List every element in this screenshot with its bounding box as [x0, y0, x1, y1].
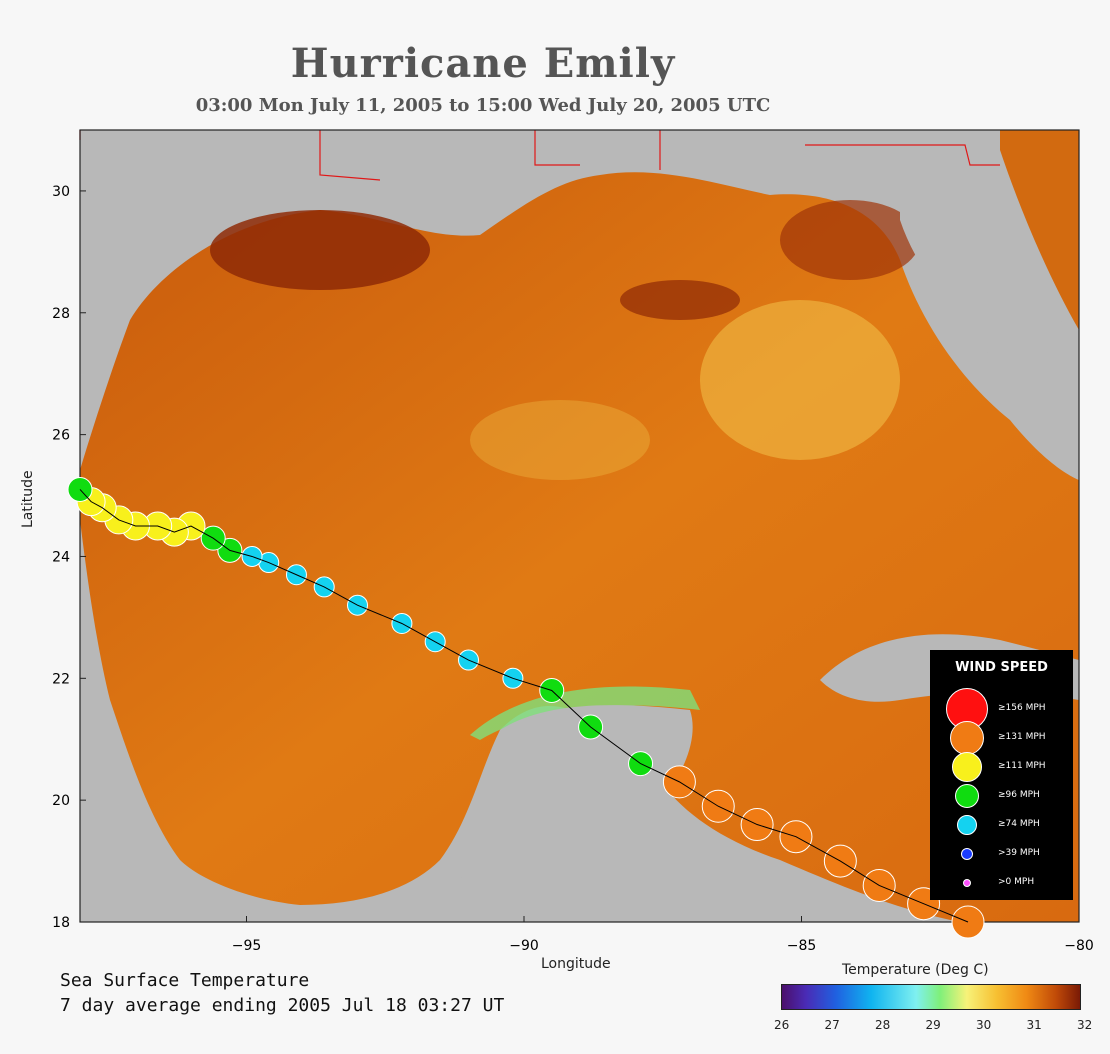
lat-tick-label: 30 [52, 184, 70, 200]
colorbar-tick: 31 [1026, 1018, 1042, 1032]
ocean-atlantic [1000, 130, 1079, 330]
legend-title: WIND SPEED [955, 660, 1048, 675]
legend-dot [957, 815, 977, 835]
colorbar-tick: 32 [1077, 1018, 1093, 1032]
note-line-1: Sea Surface Temperature [60, 970, 310, 991]
legend-item: ≥156 MPH [930, 688, 1073, 730]
track-line [79, 489, 969, 923]
colorbar-tick: 27 [824, 1018, 840, 1032]
lon-tick-label: −85 [787, 938, 817, 954]
storm-track [67, 476, 985, 939]
lat-tick-label: 22 [52, 671, 70, 687]
hot-zone-texas [210, 210, 430, 290]
lon-tick-label: −80 [1064, 938, 1094, 954]
legend-label: >0 MPH [998, 877, 1035, 887]
cool-zone-mid [470, 400, 650, 480]
legend-item: ≥131 MPH [930, 721, 1073, 755]
legend-label: ≥74 MPH [998, 819, 1040, 829]
lat-tick-label: 28 [52, 306, 70, 322]
x-axis-label: Longitude [541, 956, 611, 972]
land-florida [900, 150, 1079, 470]
legend-dot [950, 721, 984, 755]
note-line-2: 7 day average ending 2005 Jul 18 03:27 U… [60, 995, 505, 1016]
lon-tick-label: −95 [232, 938, 262, 954]
plot-frame [79, 129, 1080, 923]
lat-tick-label: 18 [52, 915, 70, 931]
chart-title: Hurricane Emily [290, 40, 676, 87]
lat-tick-label: 24 [52, 549, 70, 565]
hot-zone-central [620, 280, 740, 320]
legend-item: >0 MPH [930, 869, 1073, 895]
lon-tick-label: −90 [509, 938, 539, 954]
legend-dot [955, 784, 979, 808]
legend-dot [952, 752, 982, 782]
legend-item: ≥111 MPH [930, 752, 1073, 782]
legend-label: ≥111 MPH [998, 761, 1046, 771]
legend-item: >39 MPH [930, 840, 1073, 866]
legend-dot [961, 848, 973, 860]
legend-label: >39 MPH [998, 848, 1040, 858]
y-axis-label: Latitude [20, 470, 36, 528]
cool-zone-loop [700, 300, 900, 460]
wind-speed-legend: WIND SPEED ≥156 MPH ≥131 MPH ≥111 MPH ≥96 M… [930, 650, 1073, 900]
colorbar-title: Temperature (Deg C) [842, 962, 989, 978]
chart-subtitle: 03:00 Mon July 11, 2005 to 15:00 Wed Jul… [195, 95, 771, 116]
legend-dot [963, 879, 971, 887]
legend-item: ≥74 MPH [930, 811, 1073, 837]
colorbar [781, 984, 1081, 1010]
legend-label: ≥96 MPH [998, 790, 1040, 800]
lat-tick-label: 26 [52, 428, 70, 444]
colorbar-tick: 30 [976, 1018, 992, 1032]
legend-item: ≥96 MPH [930, 782, 1073, 808]
axis-ticks: −95 −90 −85 −80 18 20 22 24 26 28 30 [52, 184, 1094, 954]
colorbar-tick: 26 [774, 1018, 790, 1032]
hot-zone-florida [780, 200, 920, 280]
legend-label: ≥156 MPH [998, 703, 1046, 713]
colorbar-tick: 28 [875, 1018, 891, 1032]
colorbar-tick: 29 [925, 1018, 941, 1032]
cool-zone-yucatan [470, 686, 700, 740]
legend-label: ≥131 MPH [998, 732, 1046, 742]
lat-tick-label: 20 [52, 793, 70, 809]
